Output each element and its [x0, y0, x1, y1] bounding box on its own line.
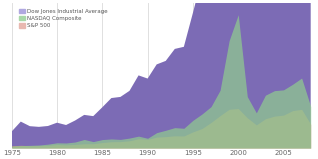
Legend: Dow Jones Industrial Average, NASDAQ Composite, S&P 500: Dow Jones Industrial Average, NASDAQ Com… [17, 7, 109, 30]
